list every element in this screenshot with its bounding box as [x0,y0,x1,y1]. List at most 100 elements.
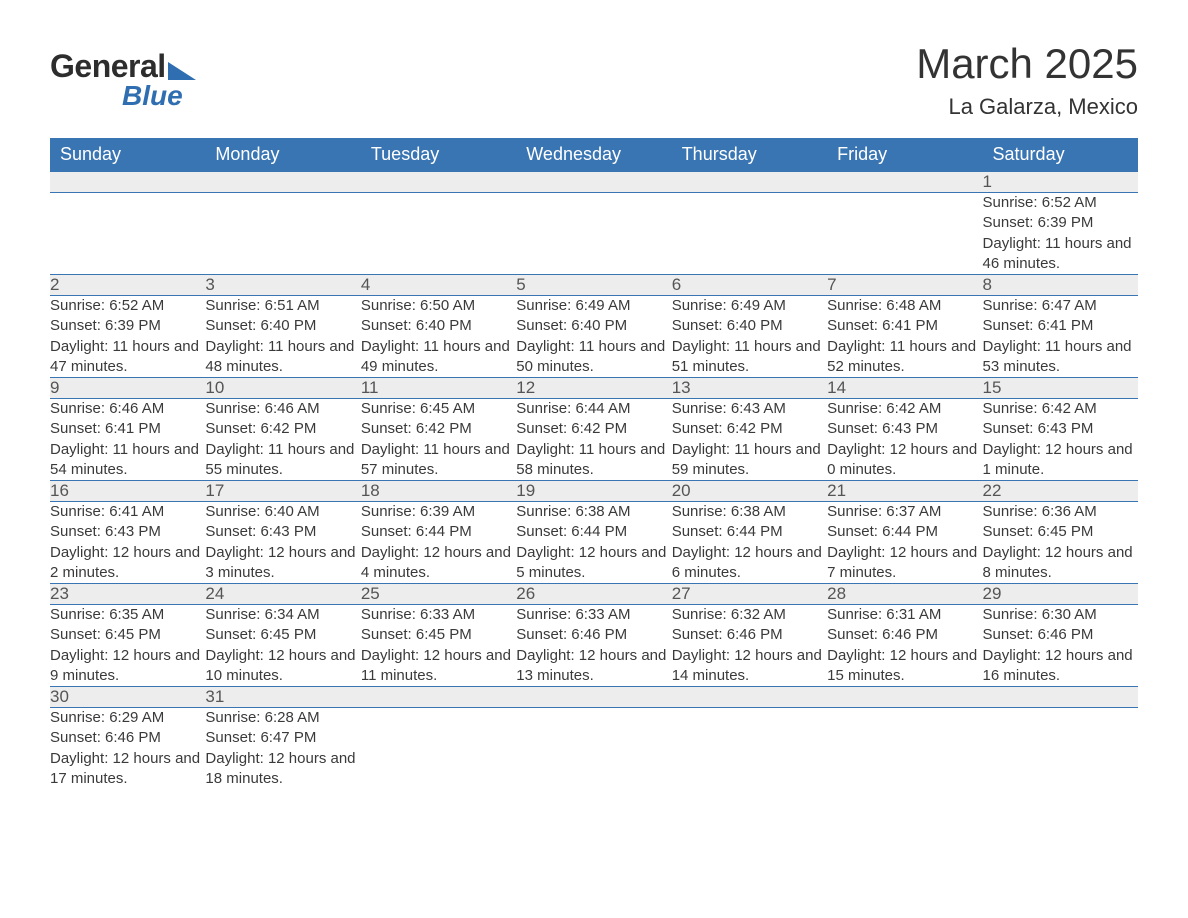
daylight-text: Daylight: 12 hours and 8 minutes. [983,543,1138,584]
day-number-cell [827,172,982,193]
location-label: La Galarza, Mexico [916,94,1138,120]
logo: General Blue [50,50,196,112]
sunset-text: Sunset: 6:46 PM [983,625,1138,645]
daylight-text: Daylight: 11 hours and 54 minutes. [50,440,205,481]
sunset-text: Sunset: 6:45 PM [50,625,205,645]
sunset-text: Sunset: 6:43 PM [205,522,360,542]
daylight-text: Daylight: 12 hours and 7 minutes. [827,543,982,584]
day-number-cell: 12 [516,378,671,399]
sunset-text: Sunset: 6:44 PM [361,522,516,542]
day-data-cell: Sunrise: 6:37 AMSunset: 6:44 PMDaylight:… [827,502,982,584]
day-number-cell [361,172,516,193]
sunset-text: Sunset: 6:43 PM [983,419,1138,439]
weekday-header: Sunday [50,138,205,172]
day-data-cell [672,193,827,275]
logo-word1: General [50,48,166,84]
day-number-cell: 14 [827,378,982,399]
day-data-cell: Sunrise: 6:49 AMSunset: 6:40 PMDaylight:… [516,296,671,378]
sunset-text: Sunset: 6:42 PM [361,419,516,439]
daylight-text: Daylight: 12 hours and 4 minutes. [361,543,516,584]
day-number-cell: 31 [205,687,360,708]
sunset-text: Sunset: 6:46 PM [672,625,827,645]
daylight-text: Daylight: 12 hours and 3 minutes. [205,543,360,584]
day-number-row: 23242526272829 [50,584,1138,605]
sunrise-text: Sunrise: 6:32 AM [672,605,827,625]
sunset-text: Sunset: 6:45 PM [361,625,516,645]
day-number-cell: 6 [672,275,827,296]
sunrise-text: Sunrise: 6:38 AM [516,502,671,522]
day-data-cell: Sunrise: 6:38 AMSunset: 6:44 PMDaylight:… [672,502,827,584]
sunrise-text: Sunrise: 6:40 AM [205,502,360,522]
day-data-cell: Sunrise: 6:41 AMSunset: 6:43 PMDaylight:… [50,502,205,584]
sunrise-text: Sunrise: 6:47 AM [983,296,1138,316]
day-number-cell: 13 [672,378,827,399]
day-data-cell: Sunrise: 6:33 AMSunset: 6:46 PMDaylight:… [516,605,671,687]
day-number-cell: 11 [361,378,516,399]
day-data-cell: Sunrise: 6:48 AMSunset: 6:41 PMDaylight:… [827,296,982,378]
sunset-text: Sunset: 6:47 PM [205,728,360,748]
day-number-cell: 3 [205,275,360,296]
month-title: March 2025 [916,40,1138,88]
sunset-text: Sunset: 6:40 PM [361,316,516,336]
sunrise-text: Sunrise: 6:30 AM [983,605,1138,625]
sunset-text: Sunset: 6:42 PM [205,419,360,439]
daylight-text: Daylight: 11 hours and 57 minutes. [361,440,516,481]
sunrise-text: Sunrise: 6:51 AM [205,296,360,316]
day-data-cell [205,193,360,275]
daylight-text: Daylight: 11 hours and 55 minutes. [205,440,360,481]
sunset-text: Sunset: 6:39 PM [983,213,1138,233]
calendar-body: 1 Sunrise: 6:52 AMSunset: 6:39 PMDayligh… [50,172,1138,790]
weekday-header: Saturday [983,138,1138,172]
day-data-cell [827,708,982,790]
day-data-row: Sunrise: 6:41 AMSunset: 6:43 PMDaylight:… [50,502,1138,584]
day-data-cell: Sunrise: 6:45 AMSunset: 6:42 PMDaylight:… [361,399,516,481]
sunrise-text: Sunrise: 6:52 AM [983,193,1138,213]
sunset-text: Sunset: 6:42 PM [672,419,827,439]
day-number-cell: 26 [516,584,671,605]
day-data-cell: Sunrise: 6:46 AMSunset: 6:41 PMDaylight:… [50,399,205,481]
sunset-text: Sunset: 6:43 PM [50,522,205,542]
daylight-text: Daylight: 12 hours and 16 minutes. [983,646,1138,687]
sunset-text: Sunset: 6:43 PM [827,419,982,439]
sunrise-text: Sunrise: 6:33 AM [361,605,516,625]
day-data-cell: Sunrise: 6:34 AMSunset: 6:45 PMDaylight:… [205,605,360,687]
sunrise-text: Sunrise: 6:49 AM [516,296,671,316]
day-data-cell [516,708,671,790]
day-number-cell: 28 [827,584,982,605]
day-number-cell [516,172,671,193]
day-data-cell [516,193,671,275]
daylight-text: Daylight: 12 hours and 9 minutes. [50,646,205,687]
sunset-text: Sunset: 6:46 PM [827,625,982,645]
day-number-cell [361,687,516,708]
day-number-cell [516,687,671,708]
day-data-cell: Sunrise: 6:42 AMSunset: 6:43 PMDaylight:… [983,399,1138,481]
logo-triangle-icon [168,62,196,80]
day-number-cell [672,172,827,193]
day-number-cell: 16 [50,481,205,502]
day-data-cell [361,708,516,790]
daylight-text: Daylight: 11 hours and 47 minutes. [50,337,205,378]
sunset-text: Sunset: 6:40 PM [672,316,827,336]
day-data-row: Sunrise: 6:52 AMSunset: 6:39 PMDaylight:… [50,193,1138,275]
sunset-text: Sunset: 6:39 PM [50,316,205,336]
daylight-text: Daylight: 11 hours and 59 minutes. [672,440,827,481]
logo-line1: General [50,50,196,82]
day-number-row: 3031 [50,687,1138,708]
daylight-text: Daylight: 11 hours and 48 minutes. [205,337,360,378]
day-number-cell [205,172,360,193]
day-data-cell: Sunrise: 6:33 AMSunset: 6:45 PMDaylight:… [361,605,516,687]
day-data-row: Sunrise: 6:46 AMSunset: 6:41 PMDaylight:… [50,399,1138,481]
sunrise-text: Sunrise: 6:31 AM [827,605,982,625]
day-data-cell: Sunrise: 6:40 AMSunset: 6:43 PMDaylight:… [205,502,360,584]
day-data-cell [361,193,516,275]
sunset-text: Sunset: 6:41 PM [983,316,1138,336]
day-data-cell: Sunrise: 6:29 AMSunset: 6:46 PMDaylight:… [50,708,205,790]
day-data-cell: Sunrise: 6:39 AMSunset: 6:44 PMDaylight:… [361,502,516,584]
day-data-cell: Sunrise: 6:46 AMSunset: 6:42 PMDaylight:… [205,399,360,481]
daylight-text: Daylight: 12 hours and 1 minute. [983,440,1138,481]
sunrise-text: Sunrise: 6:36 AM [983,502,1138,522]
day-data-cell: Sunrise: 6:51 AMSunset: 6:40 PMDaylight:… [205,296,360,378]
daylight-text: Daylight: 11 hours and 46 minutes. [983,234,1138,275]
sunset-text: Sunset: 6:44 PM [672,522,827,542]
day-number-cell: 18 [361,481,516,502]
